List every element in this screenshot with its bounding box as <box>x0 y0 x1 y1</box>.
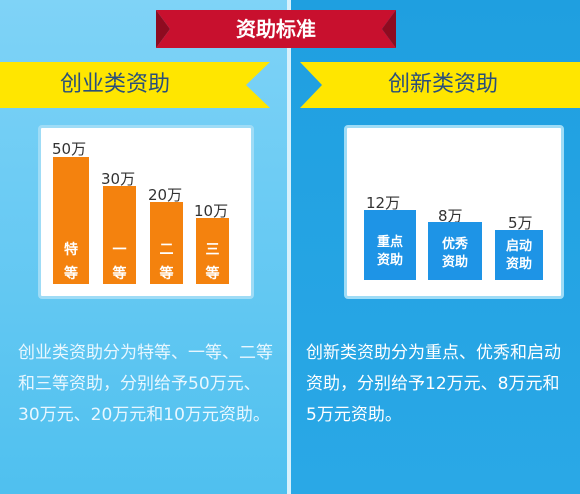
right-description: 创新类资助分为重点、优秀和启动资助，分别给予12万元、8万元和5万元资助。 <box>306 343 561 425</box>
bar-value-label: 10万 <box>194 202 229 220</box>
left-ribbon: 创业类资助 <box>0 62 270 108</box>
left-description: 创业类资助分为特等、一等、二等和三等资助，分别给予50万元、30万元、20万元和… <box>18 343 273 425</box>
page-title: 资助标准 <box>236 17 316 41</box>
left-ribbon-shape <box>0 62 270 108</box>
bar-excellent-funding <box>428 222 482 280</box>
bar-third <box>196 218 229 284</box>
bar-tag-label: 优秀 资助 <box>441 237 468 270</box>
title-banner: 资助标准 <box>156 10 396 48</box>
bar-value-label: 20万 <box>148 186 183 204</box>
bar-value-label: 30万 <box>101 170 136 188</box>
bar-value-label: 12万 <box>366 194 401 212</box>
left-heading: 创业类资助 <box>60 72 171 97</box>
bar-tag-label: 二等 <box>159 242 174 282</box>
bar-second <box>150 202 183 284</box>
bar-first <box>103 186 136 284</box>
bar-premium <box>53 157 89 284</box>
bar-key-funding <box>364 210 416 280</box>
bar-value-label: 5万 <box>508 214 533 232</box>
right-ribbon-shape <box>300 62 580 108</box>
bar-startup-funding <box>495 230 543 280</box>
bar-tag-label: 重点 资助 <box>376 235 403 268</box>
bar-tag-label: 三等 <box>205 242 220 282</box>
panel-divider <box>287 0 291 494</box>
bar-tag-label: 特等 <box>64 242 78 282</box>
right-heading: 创新类资助 <box>388 72 499 97</box>
bar-value-label: 8万 <box>438 207 463 225</box>
bar-value-label: 50万 <box>52 140 87 158</box>
right-ribbon: 创新类资助 <box>300 62 580 108</box>
bar-tag-label: 启动 资助 <box>505 239 532 272</box>
banner-shape <box>156 10 396 48</box>
bar-tag-label: 一等 <box>112 242 127 282</box>
